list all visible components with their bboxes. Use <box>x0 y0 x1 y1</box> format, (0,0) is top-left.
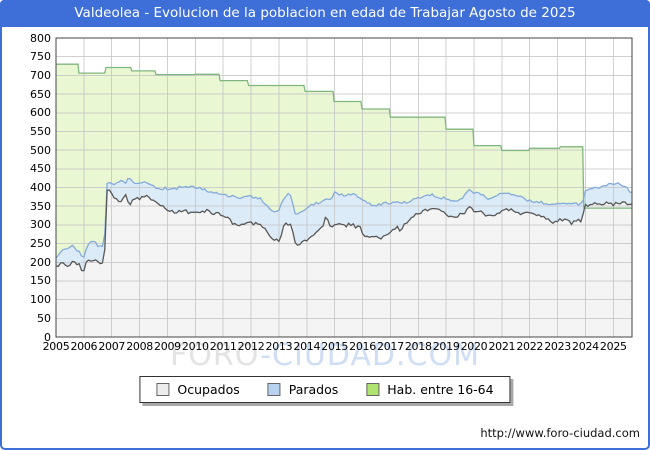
x-tick-label: 2024 <box>572 340 599 353</box>
legend-label-ocupados: Ocupados <box>177 382 240 397</box>
legend-swatch-hab-16-64 <box>366 383 380 396</box>
x-tick-label: 2023 <box>544 340 571 353</box>
x-tick-label: 2022 <box>516 340 544 353</box>
y-tick-label: 200 <box>30 255 51 269</box>
y-tick-label: 250 <box>30 237 51 251</box>
y-tick-label: 400 <box>30 181 51 194</box>
y-tick-label: 700 <box>30 68 51 82</box>
x-tick-label: 2006 <box>70 340 98 353</box>
legend-item-ocupados: Ocupados <box>156 382 240 397</box>
watermark-part1: FORO <box>170 338 261 373</box>
legend-swatch-parados <box>267 383 281 396</box>
x-tick-label: 2015 <box>321 340 349 353</box>
x-tick-label: 2009 <box>154 340 181 353</box>
x-tick-label: 2017 <box>376 340 404 353</box>
y-tick-label: 800 <box>30 31 51 45</box>
y-tick-label: 50 <box>37 311 51 325</box>
x-tick-label: 2007 <box>98 340 126 353</box>
x-tick-label: 2021 <box>488 340 516 353</box>
y-tick-label: 100 <box>30 293 51 307</box>
legend-label-parados: Parados <box>288 382 339 397</box>
y-tick-label: 350 <box>30 199 51 213</box>
watermark-part2: -CIUDAD.COM <box>260 338 480 373</box>
x-tick-label: 2011 <box>209 340 237 353</box>
legend-item-parados: Parados <box>267 382 339 397</box>
y-tick-label: 600 <box>30 106 51 120</box>
chart-title-bar: Valdeolea - Evolucion de la poblacion en… <box>0 0 650 27</box>
y-tick-label: 0 <box>44 330 51 344</box>
legend-label-hab-16-64: Hab. entre 16-64 <box>387 382 494 397</box>
y-tick-label: 450 <box>30 162 51 176</box>
y-tick-label: 500 <box>30 143 51 157</box>
x-tick-label: 2018 <box>404 340 432 353</box>
chart-title: Valdeolea - Evolucion de la poblacion en… <box>74 5 576 21</box>
x-tick-label: 2012 <box>237 340 265 353</box>
y-tick-label: 150 <box>30 274 51 288</box>
x-tick-label: 2014 <box>293 340 321 353</box>
chart-legend: Ocupados Parados Hab. entre 16-64 <box>139 376 511 403</box>
x-tick-label: 2025 <box>599 340 627 353</box>
legend-item-hab-16-64: Hab. entre 16-64 <box>366 382 494 397</box>
legend-swatch-ocupados <box>156 383 170 396</box>
x-tick-label: 2020 <box>460 340 488 353</box>
watermark: FORO-CIUDAD.COM <box>0 338 650 373</box>
x-tick-label: 2016 <box>349 340 376 353</box>
x-tick-label: 2008 <box>126 340 153 353</box>
y-tick-label: 650 <box>30 87 51 101</box>
x-tick-label: 2010 <box>181 340 209 353</box>
y-tick-label: 750 <box>30 50 51 64</box>
footer-url: http://www.foro-ciudad.com <box>480 426 640 440</box>
y-tick-label: 550 <box>30 124 51 138</box>
x-tick-label: 2005 <box>42 340 70 353</box>
x-tick-label: 2013 <box>265 340 293 353</box>
x-tick-label: 2019 <box>432 340 460 353</box>
y-tick-label: 300 <box>30 218 51 232</box>
